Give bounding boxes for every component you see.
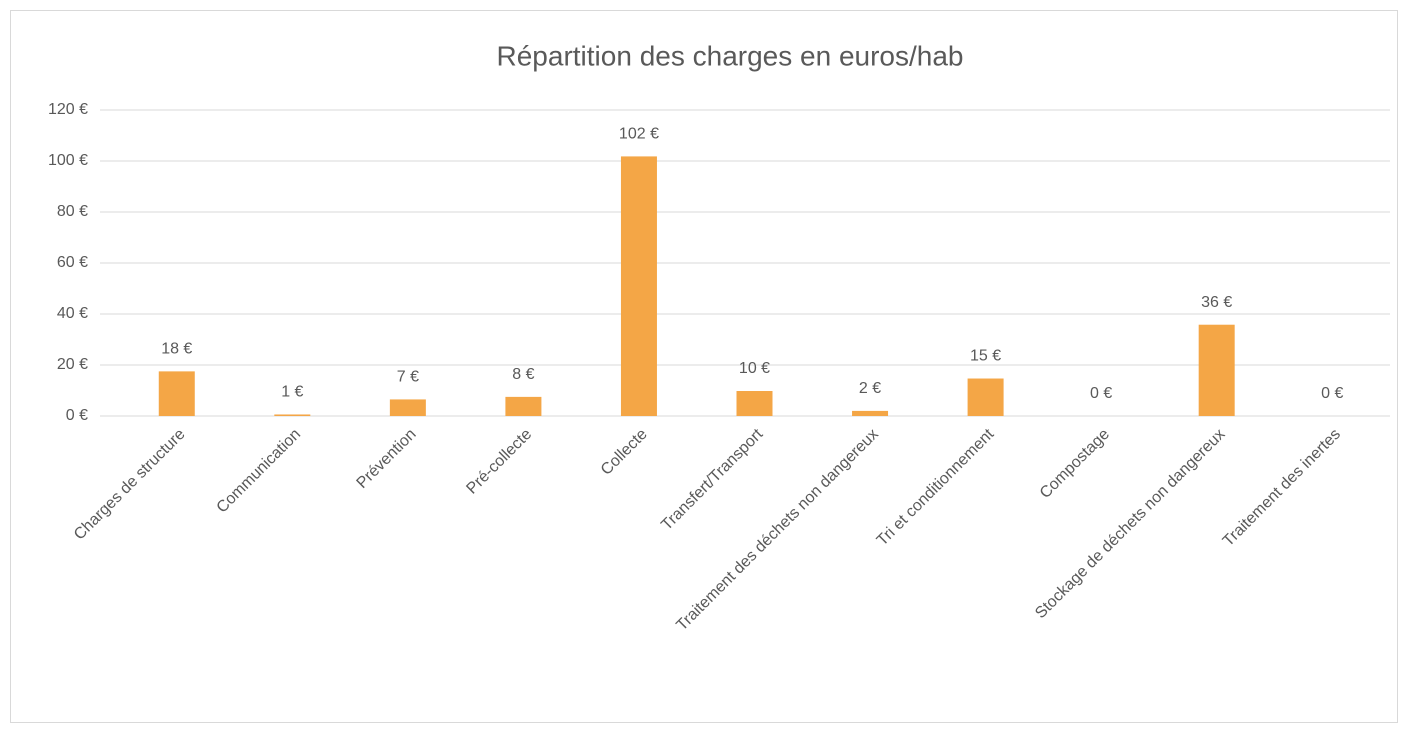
chart-border [10,10,1398,723]
y-tick-label: 120 € [48,101,88,118]
chart-title: Répartition des charges en euros/hab [497,40,964,71]
bar [620,156,657,416]
data-label: 36 € [1201,294,1232,311]
data-label: 8 € [512,366,534,383]
bar [852,410,889,416]
data-label: 0 € [1090,385,1112,402]
y-tick-label: 60 € [57,254,88,271]
y-tick-label: 20 € [57,356,88,373]
y-tick-label: 100 € [48,152,88,169]
bar [389,399,426,416]
data-label: 10 € [739,360,770,377]
y-tick-label: 80 € [57,203,88,220]
bar [274,414,311,416]
data-label: 15 € [970,348,1001,365]
data-label: 18 € [161,341,192,358]
data-label: 102 € [619,126,659,143]
bar [736,391,773,416]
bar [967,378,1004,416]
data-label: 0 € [1321,385,1343,402]
data-label: 7 € [397,369,419,386]
bar [1198,324,1235,416]
y-tick-label: 40 € [57,305,88,322]
data-label: 2 € [859,380,881,397]
bar [158,371,195,416]
y-tick-label: 0 € [66,407,88,424]
bar [505,396,542,416]
data-label: 1 € [281,384,303,401]
